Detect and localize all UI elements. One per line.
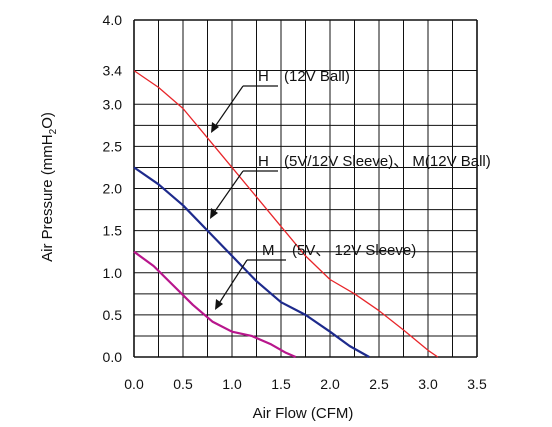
x-tick-label: 2.0	[320, 376, 340, 392]
annotation-arrowhead	[210, 208, 218, 219]
annotation-label-main: M	[262, 242, 275, 259]
series-lines	[133, 70, 439, 359]
annotation-label-rest: (5V/12V Sleeve)、 M(12V Ball)	[284, 153, 491, 170]
annotation-arrow-line	[212, 170, 244, 215]
series-line-1	[133, 166, 370, 358]
annotation-arrow-line	[213, 85, 244, 129]
y-axis-label: Air Pressure (mmH2O)	[39, 112, 59, 262]
annotation-arrow-line	[217, 259, 248, 306]
annotation-label-main: H	[258, 153, 269, 170]
annotation-label-rest: (12V Ball)	[284, 68, 350, 85]
annotation-m-sleeve: M (5V、 12V Sleeve)	[215, 242, 416, 310]
x-tick-label: 3.5	[467, 376, 487, 392]
y-tick-label: 2.5	[103, 138, 123, 154]
x-tick-label: 0.5	[173, 376, 193, 392]
y-tick-label: 0.0	[103, 349, 123, 365]
annotations: H (12V Ball) H (5V/12V Sleeve)、 M(12V Ba…	[210, 68, 491, 310]
annotation-arrowhead	[215, 299, 223, 310]
series-line-2	[133, 250, 297, 359]
annotation-label-main: H	[258, 68, 269, 85]
y-tick-label: 4.0	[103, 12, 123, 28]
y-tick-label: 0.5	[103, 307, 123, 323]
x-tick-label: 0.0	[124, 376, 144, 392]
series-line-0	[133, 70, 439, 358]
y-axis-label-main: Air Pressure (mmH	[39, 134, 56, 262]
x-tick-label: 1.0	[222, 376, 242, 392]
x-axis-label: Air Flow (CFM)	[253, 405, 354, 422]
x-tick-label: 3.0	[418, 376, 438, 392]
annotation-h-12v-ball: H (12V Ball)	[211, 68, 350, 133]
tick-labels: 0.0 0.5 1.0 1.5 2.0 2.5 3.0 3.5 0.0 0.5 1.0 1.5 2.0 2…	[103, 12, 487, 392]
y-axis-label-subscript: 2	[48, 128, 59, 134]
annotation-label-rest: (5V、 12V Sleeve)	[292, 242, 416, 259]
y-tick-label: 1.5	[103, 223, 123, 239]
y-tick-label: 2.0	[103, 181, 123, 197]
y-tick-label: 3.4	[103, 63, 123, 79]
annotation-h-sleeve-m-ball: H (5V/12V Sleeve)、 M(12V Ball)	[210, 153, 491, 219]
y-axis-label-end: O)	[39, 112, 56, 129]
y-tick-label: 1.0	[103, 265, 123, 281]
x-tick-label: 2.5	[369, 376, 389, 392]
x-tick-label: 1.5	[271, 376, 291, 392]
annotation-arrowhead	[211, 122, 219, 133]
y-tick-label: 3.0	[103, 96, 123, 112]
